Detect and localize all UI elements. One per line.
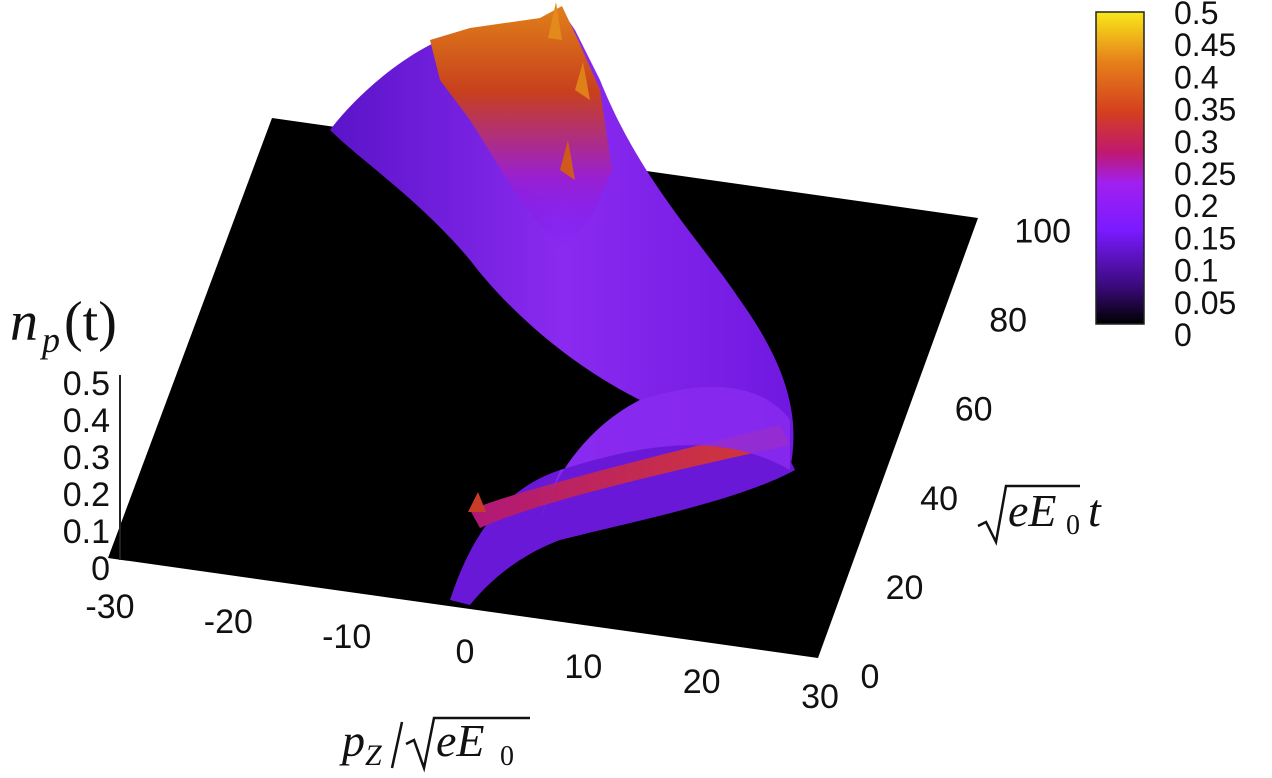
colorbar-tick-label: 0.5: [1174, 0, 1218, 31]
y-tick-label: 60: [955, 391, 993, 429]
colorbar-tick-label: 0.15: [1174, 220, 1236, 256]
z-tick-label: 0.5: [63, 365, 110, 403]
surface-ridge: [330, 2, 795, 605]
ridge-inner-curve: [540, 386, 790, 520]
x-tick-label: 20: [683, 663, 721, 701]
ridge-spike-b: [575, 62, 590, 100]
ridge-spike-c: [560, 140, 575, 180]
y-axis-label: eE 0 t: [977, 484, 1102, 546]
z-tick-label: 0.3: [63, 439, 110, 477]
x-axis-label: p Z eE 0: [339, 715, 530, 773]
colorbar-tick-label: 0.4: [1174, 59, 1218, 95]
y-tick-label: 0: [861, 658, 880, 696]
x-tick-label: 10: [564, 648, 602, 686]
ridge-peak-glow: [430, 6, 612, 250]
colorbar-tick-label: 0.2: [1174, 188, 1218, 224]
colorbar-tick-label: 0.1: [1174, 253, 1218, 289]
svg-text:0: 0: [1066, 510, 1080, 541]
z-tick-label: 0.2: [63, 476, 110, 514]
z-tick-label: 0.4: [63, 402, 110, 440]
x-tick-label: 30: [801, 678, 839, 716]
svg-text:p: p: [39, 320, 60, 360]
svg-text:p: p: [339, 715, 365, 766]
x-tick-label: 0: [456, 633, 475, 671]
x-tick-label: -10: [322, 618, 371, 656]
svg-text:(t): (t): [64, 291, 117, 353]
y-tick-label: 80: [989, 302, 1027, 340]
surface-floor: [108, 118, 978, 658]
y-tick-label: 40: [920, 480, 958, 518]
x-tick-label: -30: [85, 588, 134, 626]
colorbar-tick-label: 0.05: [1174, 285, 1236, 321]
ridge-spike-a: [548, 2, 562, 40]
y-tick-label: 100: [1014, 213, 1071, 251]
svg-text:n: n: [10, 291, 38, 353]
ridge-left-spike: [468, 492, 486, 512]
ridge-front-sheet: [450, 443, 795, 605]
z-axis-label: n p (t): [10, 291, 117, 360]
x-tick-labels: -30 -20 -10 0 10 20 30: [85, 588, 838, 716]
x-tick-label: -20: [204, 603, 253, 641]
colorbar: [1095, 11, 1145, 325]
svg-text:0: 0: [500, 741, 514, 772]
z-tick-label: 0: [91, 550, 110, 588]
ridge-edge-band: [470, 425, 790, 528]
colorbar-tick-label: 0.3: [1174, 124, 1218, 160]
svg-text:eE: eE: [436, 715, 485, 766]
colorbar-tick-label: 0.45: [1174, 27, 1236, 63]
colorbar-tick-label: 0.25: [1174, 156, 1236, 192]
z-tick-label: 0.1: [63, 513, 110, 551]
svg-text:t: t: [1088, 485, 1102, 536]
svg-text:eE: eE: [1008, 485, 1057, 536]
colorbar-tick-label: 0: [1174, 317, 1192, 353]
y-tick-labels: 0 20 40 60 80 100: [861, 213, 1072, 696]
z-tick-labels: 00.10.20.30.40.5: [63, 365, 110, 588]
svg-text:Z: Z: [365, 739, 382, 772]
colorbar-tick-labels: 00.050.10.150.20.250.30.350.40.450.5: [1174, 0, 1236, 353]
colorbar-tick-label: 0.35: [1174, 92, 1236, 128]
y-tick-label: 20: [886, 569, 924, 607]
